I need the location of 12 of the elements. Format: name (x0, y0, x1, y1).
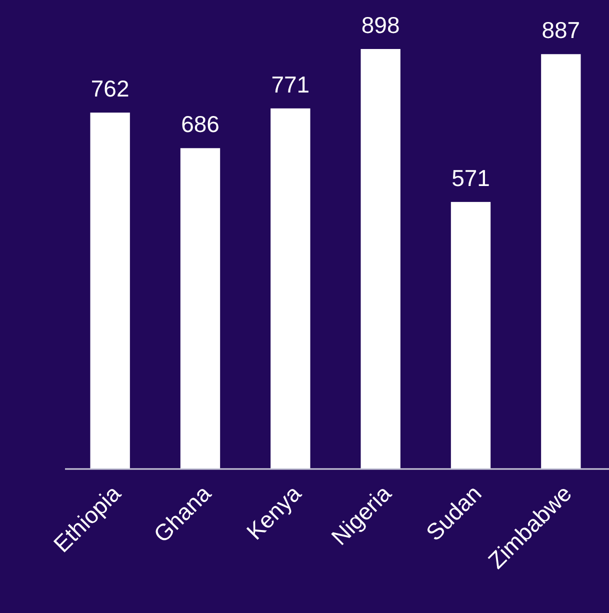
data-label: 771 (271, 71, 310, 98)
data-label: 762 (90, 76, 130, 102)
data-label: 686 (181, 111, 220, 138)
bar (270, 108, 310, 469)
bar (360, 49, 400, 469)
bar (541, 54, 581, 469)
data-label: 898 (361, 12, 400, 38)
bar (450, 202, 491, 469)
bar (90, 112, 130, 469)
bar (180, 148, 220, 469)
data-label: 571 (452, 164, 490, 191)
data-label: 887 (542, 17, 580, 44)
